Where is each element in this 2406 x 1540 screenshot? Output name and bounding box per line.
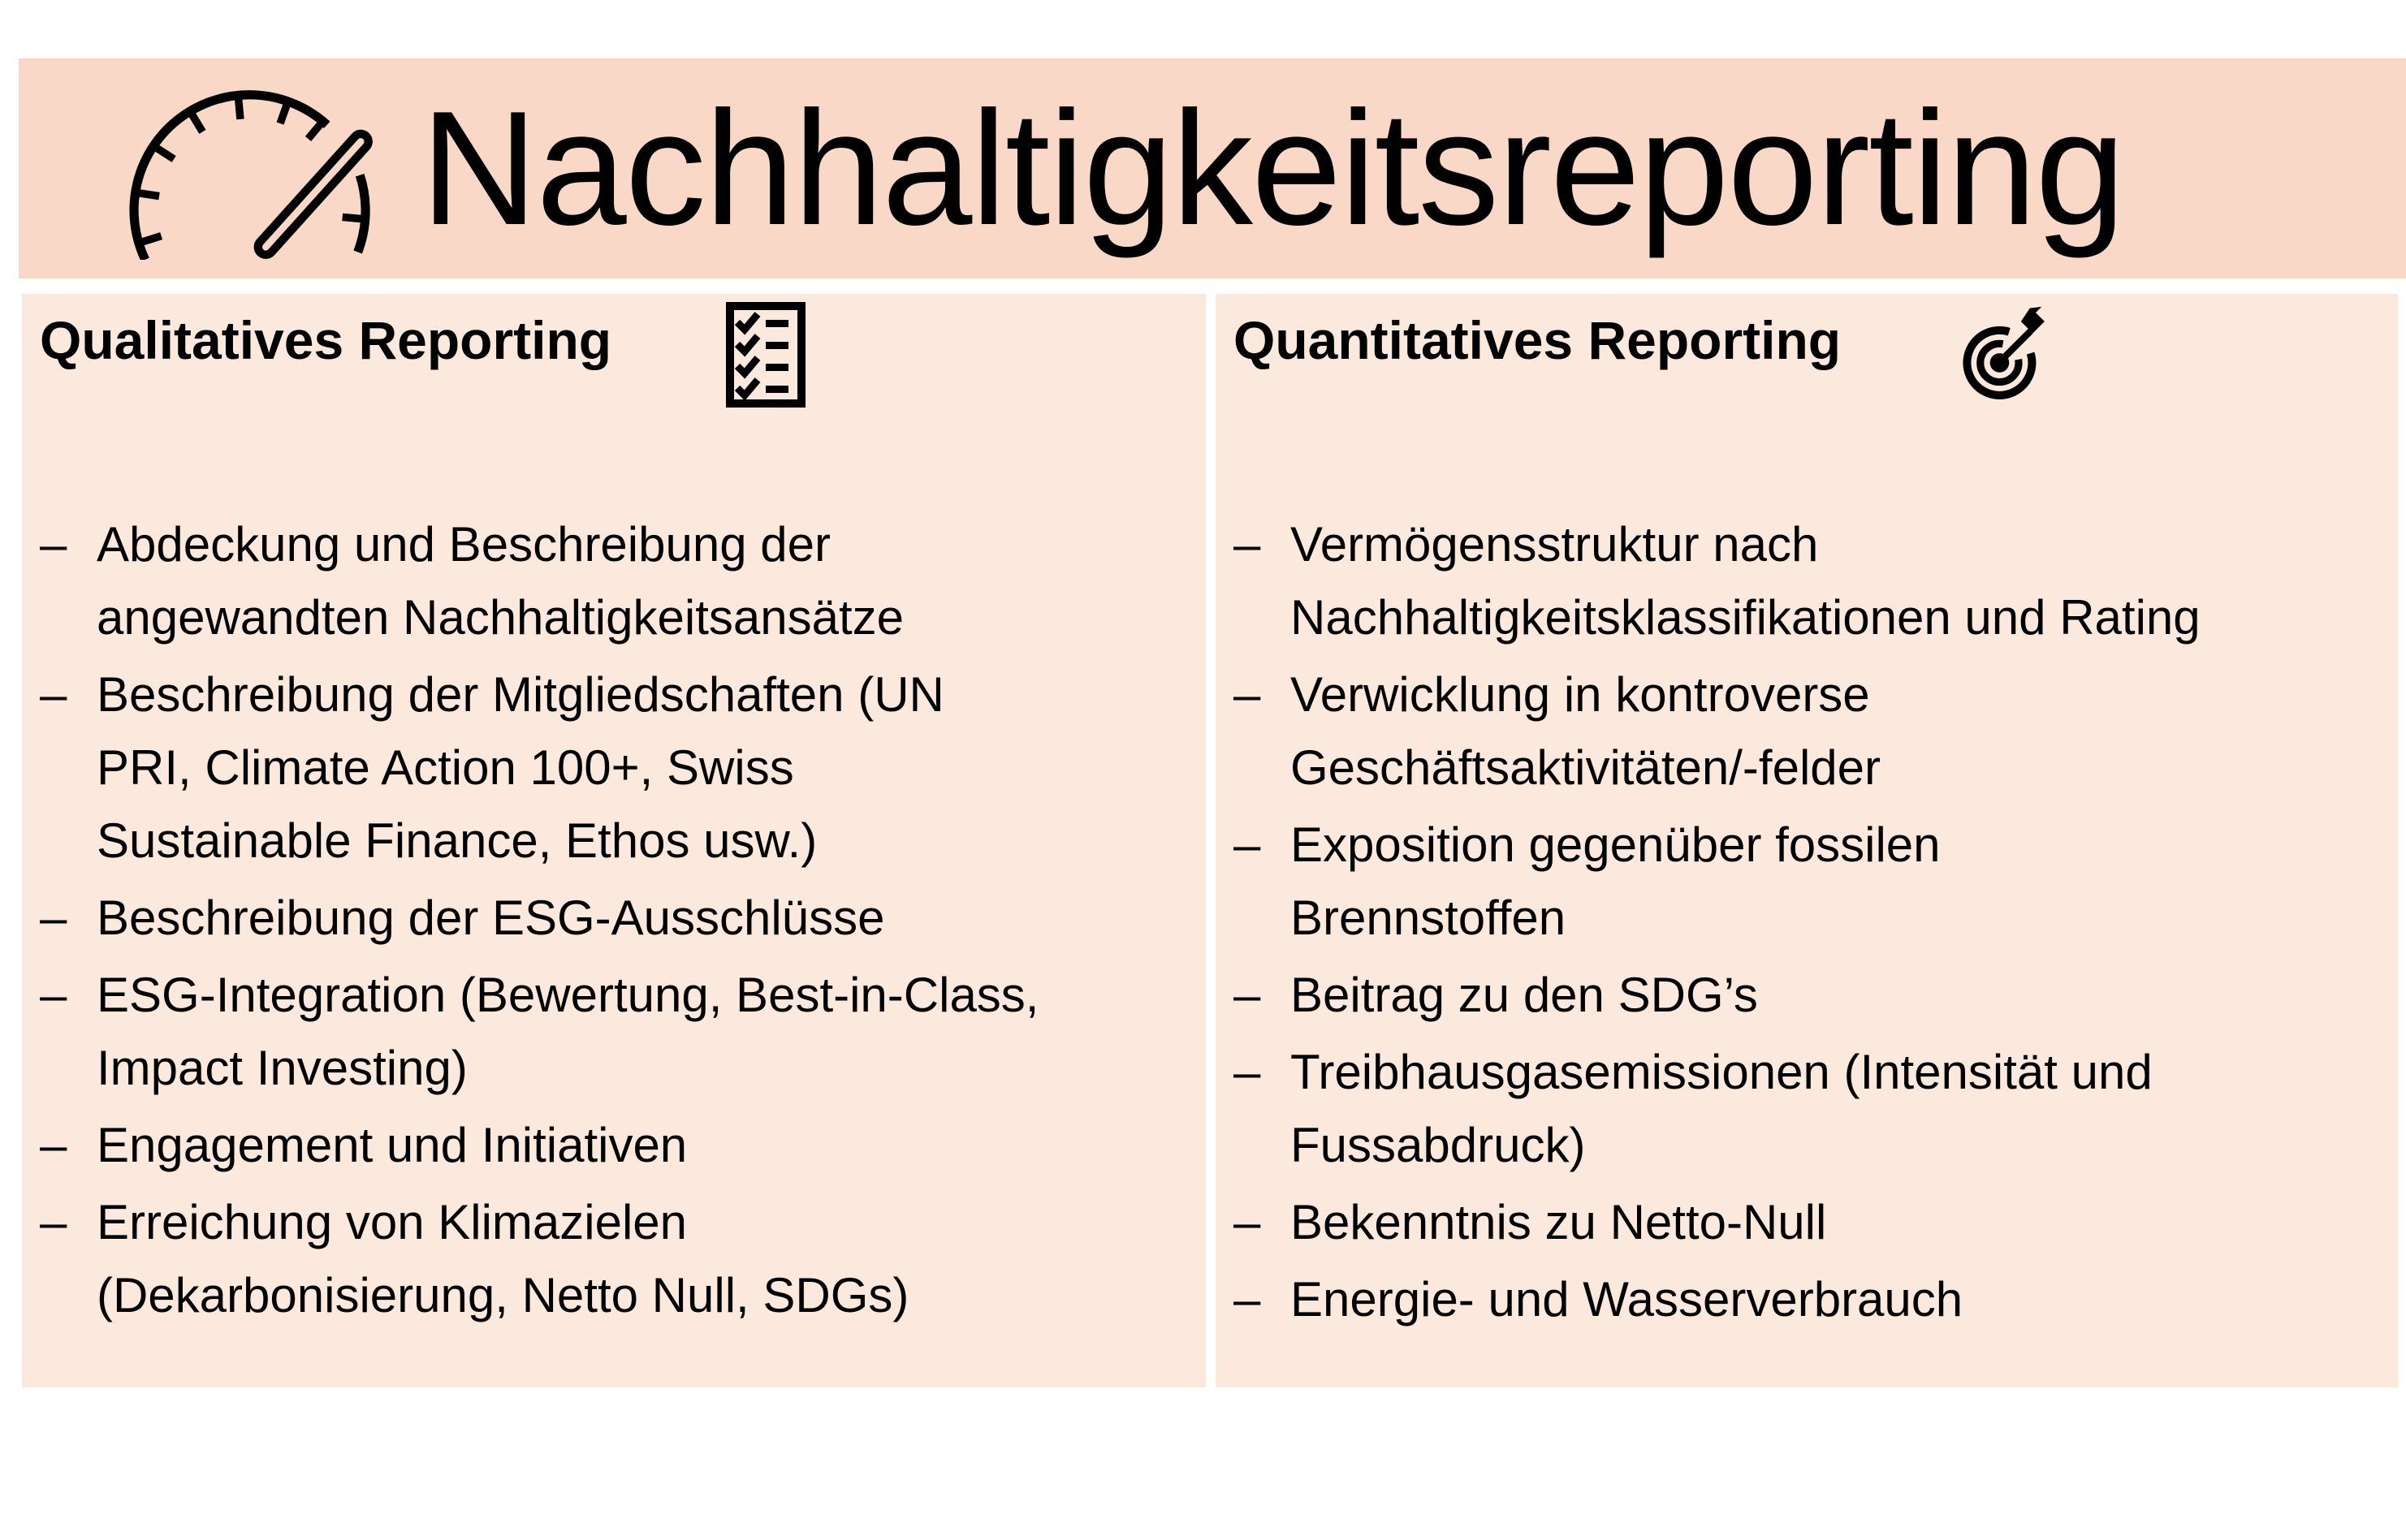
bullet-dash: – — [40, 1195, 67, 1249]
qualitative-panel: Qualitatives Reporting – Abdeckung und Be… — [22, 294, 1206, 1387]
bullet-dash: – — [40, 517, 67, 572]
bullet-text: Erreichung von Klimazielen (Dekarbonisie… — [97, 1195, 909, 1322]
list-item: – Exposition gegenüber fossilen Brennstof… — [1233, 809, 2374, 955]
qualitative-list: – Abdeckung und Beschreibung der angewand… — [40, 508, 1181, 1332]
bullet-dash: – — [1233, 1045, 1261, 1099]
bullet-dash: – — [1233, 1272, 1261, 1326]
bullet-dash: – — [40, 1118, 67, 1172]
bullet-dash: – — [1233, 968, 1261, 1022]
bullet-text: Vermögensstruktur nach Nachhaltigkeitskl… — [1290, 517, 2201, 645]
bullet-text: Beitrag zu den SDG’s — [1290, 968, 1758, 1022]
bullet-text: ESG-Integration (Bewertung, Best-in-Clas… — [97, 968, 1039, 1095]
list-item: – Verwicklung in kontroverse Geschäftsakt… — [1233, 658, 2374, 805]
bullet-dash: – — [40, 891, 67, 945]
bullet-text: Abdeckung und Beschreibung der angewandt… — [97, 517, 905, 645]
bullet-text: Energie- und Wasserverbrauch — [1290, 1272, 1963, 1326]
list-item: – Erreichung von Klimazielen (Dekarbonisi… — [40, 1186, 1181, 1332]
quantitative-list: – Vermögensstruktur nach Nachhaltigkeitsk… — [1233, 508, 2374, 1336]
bullet-dash: – — [1233, 817, 1261, 872]
qualitative-panel-header: Qualitatives Reporting — [40, 302, 1181, 417]
bullet-dash: – — [40, 667, 67, 722]
list-item: – Abdeckung und Beschreibung der angewand… — [40, 508, 1181, 654]
bullet-dash: – — [1233, 517, 1261, 572]
bullet-text: Beschreibung der ESG-Ausschlüsse — [97, 891, 885, 945]
list-item: – Vermögensstruktur nach Nachhaltigkeitsk… — [1233, 508, 2374, 654]
bullet-dash: – — [1233, 667, 1261, 722]
bullet-dash: – — [40, 968, 67, 1022]
list-item: – Energie- und Wasserverbrauch — [1233, 1263, 2374, 1336]
qualitative-heading: Qualitatives Reporting — [40, 310, 612, 370]
list-item: – Bekenntnis zu Netto-Null — [1233, 1186, 2374, 1259]
list-item: – Engagement und Initiativen — [40, 1109, 1181, 1182]
bullet-text: Bekenntnis zu Netto-Null — [1290, 1195, 1827, 1249]
page-title: Nachhaltigkeitsreporting — [421, 77, 2126, 259]
bullet-dash: – — [1233, 1195, 1261, 1249]
list-item: – Treibhausgasemissionen (Intensität und … — [1233, 1036, 2374, 1182]
list-item: – Beschreibung der Mitgliedschaften (UN P… — [40, 658, 1181, 878]
bullet-text: Exposition gegenüber fossilen Brennstoff… — [1290, 817, 1941, 945]
bullet-text: Beschreibung der Mitgliedschaften (UN PR… — [97, 667, 944, 868]
quantitative-heading: Quantitatives Reporting — [1233, 310, 1842, 370]
bullet-text: Engagement und Initiativen — [97, 1118, 688, 1172]
quantitative-panel: Quantitatives Reporting – Vermögensstrukt… — [1216, 294, 2398, 1387]
checklist-icon — [726, 302, 806, 408]
slide-header: Nachhaltigkeitsreporting — [19, 58, 2406, 278]
speedometer-icon — [129, 89, 373, 260]
list-item: – Beitrag zu den SDG’s — [1233, 959, 2374, 1032]
bullet-text: Treibhausgasemissionen (Intensität und F… — [1290, 1045, 2153, 1172]
list-item: – ESG-Integration (Bewertung, Best-in-Cla… — [40, 959, 1181, 1105]
target-icon — [1963, 306, 2045, 399]
list-item: – Beschreibung der ESG-Ausschlüsse — [40, 882, 1181, 955]
quantitative-panel-header: Quantitatives Reporting — [1233, 302, 2374, 417]
bullet-text: Verwicklung in kontroverse Geschäftsakti… — [1290, 667, 1881, 795]
